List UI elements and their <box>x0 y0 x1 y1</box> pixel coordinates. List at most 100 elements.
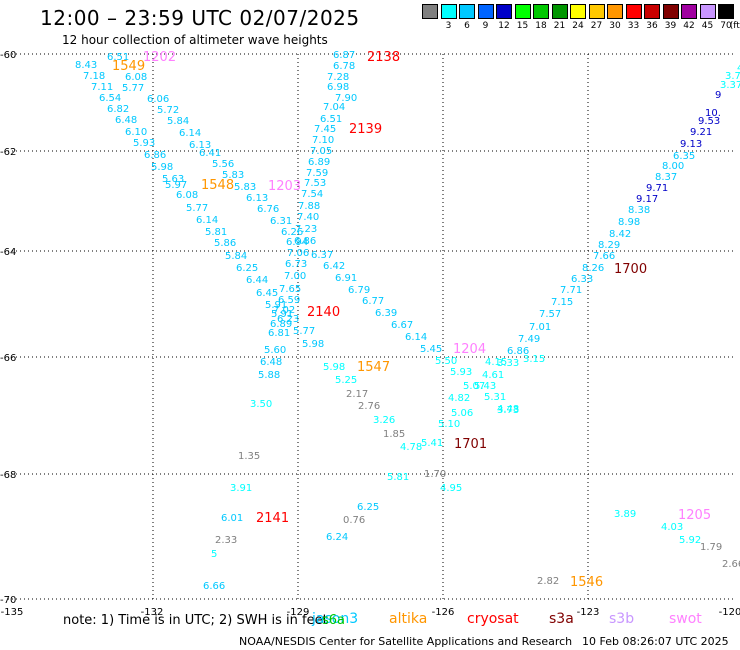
sat-label-jason3: jason3 <box>312 611 359 627</box>
wave-height-value: 10. <box>705 108 721 119</box>
wave-height-value: 7.65 <box>279 284 301 295</box>
wave-height-value: 5.77 <box>293 326 315 337</box>
wave-height-value: 6.13 <box>189 140 211 151</box>
legend-swatch <box>459 4 475 19</box>
lat-label: -60 <box>0 50 16 61</box>
wave-height-value: 6.89 <box>308 157 330 168</box>
wave-height-value: 8.42 <box>609 229 631 240</box>
wave-height-value: 6.26 <box>281 227 303 238</box>
wave-height-value: 8.26 <box>582 263 604 274</box>
wave-height-value: 7.57 <box>539 309 561 320</box>
wave-height-value: 3.73 <box>497 405 519 416</box>
wave-height-value: 6.08 <box>176 190 198 201</box>
sat-label-swot: swot <box>669 611 702 627</box>
generated-timestamp: 10 Feb 08:26:07 UTC 2025 <box>582 635 729 648</box>
wave-height-value: 6.44 <box>246 275 268 286</box>
legend-swatch <box>533 4 549 19</box>
wave-height-value: 6.94 <box>286 237 308 248</box>
legend-swatch <box>496 4 512 19</box>
wave-height-value: 7.04 <box>323 102 345 113</box>
legend-unit-label: (ft) <box>729 21 740 31</box>
wave-height-value: 8.98 <box>618 217 640 228</box>
pass-time-label: 2139 <box>349 122 382 137</box>
wave-height-value: 5.93 <box>450 367 472 378</box>
footer-note: note: 1) Time is in UTC; 2) SWH is in fe… <box>63 613 328 628</box>
wave-height-value: 7.59 <box>306 168 328 179</box>
wave-height-value: 6.79 <box>348 285 370 296</box>
page-title: 12:00 – 23:59 UTC 02/07/2025 <box>40 6 360 30</box>
legend-swatch <box>607 4 623 19</box>
wave-height-value: 4.61 <box>482 370 504 381</box>
wave-height-value: 2.66 <box>722 559 740 570</box>
wave-height-value: 5.41 <box>421 438 443 449</box>
lat-label: -66 <box>0 353 16 364</box>
wave-height-value: 5.45 <box>420 344 442 355</box>
lon-label: -135 <box>1 607 24 618</box>
wave-height-value: 5.84 <box>167 116 189 127</box>
wave-height-value: 7.06 <box>287 248 309 259</box>
lon-label: -120 <box>719 607 740 618</box>
pass-time-label: 2138 <box>367 50 400 65</box>
sat-label-cryosat: cryosat <box>467 611 519 627</box>
wave-height-value: 6.14 <box>405 332 427 343</box>
wave-height-value: 5.91 <box>265 300 287 311</box>
wave-height-value: 5.81 <box>205 227 227 238</box>
wave-height-value: 8.29 <box>598 240 620 251</box>
legend-swatch <box>588 4 605 19</box>
wave-height-value: 6.86 <box>294 236 316 247</box>
wave-height-value: 6.13 <box>246 193 268 204</box>
wave-height-value: 5.84 <box>225 251 247 262</box>
legend-swatch <box>699 4 716 19</box>
wave-height-value: 5.25 <box>335 375 357 386</box>
legend-tick-label: 42 <box>683 21 695 31</box>
legend-swatch <box>570 4 586 19</box>
wave-height-value: 9.17 <box>636 194 658 205</box>
wave-height-value: 6.24 <box>326 532 348 543</box>
wave-height-value: 2.76 <box>358 401 380 412</box>
wave-height-value: 3.37 <box>720 80 740 91</box>
wave-height-value: 8.38 <box>628 205 650 216</box>
legend-tick-label: 45 <box>701 21 714 31</box>
wave-height-value: 6.23 <box>277 314 299 325</box>
pass-time-label: 1204 <box>453 342 486 357</box>
wave-height-value: 6.81 <box>268 328 290 339</box>
wave-height-value: 4.78 <box>400 442 422 453</box>
page-subtitle: 12 hour collection of altimeter wave hei… <box>62 33 328 47</box>
wave-height-value: 6.35 <box>673 151 695 162</box>
wave-height-value: 4.82 <box>448 393 470 404</box>
wave-height-value: 6.10 <box>125 127 147 138</box>
wave-height-value: 9.21 <box>690 127 712 138</box>
wave-height-value: 6.76 <box>257 204 279 215</box>
wave-height-value: 6.51 <box>107 52 129 63</box>
wave-height-value: 5.86 <box>214 238 236 249</box>
legend-swatch <box>422 4 438 19</box>
legend-tick-label: 15 <box>516 21 529 31</box>
wave-height-value: 8.43 <box>75 60 97 71</box>
wave-height-value: 5.43 <box>474 381 496 392</box>
sat-label-s3b: s3b <box>609 611 635 627</box>
pass-time-label: 1700 <box>614 262 647 277</box>
wave-height-value: 5.83 <box>222 170 244 181</box>
wave-height-value: 5.98 <box>151 162 173 173</box>
wave-height-value: 5.91 <box>271 309 293 320</box>
wave-height-value: 6.59 <box>278 295 300 306</box>
wave-height-value: 5.98 <box>302 339 324 350</box>
map-axis-labels: -135 -132 -129 -126 -123 -120 -60 -62 -64 -66 -68 -… <box>0 50 740 618</box>
wave-height-value: 6.25 <box>236 263 258 274</box>
wave-height-value: 6.48 <box>115 115 137 126</box>
wave-height-value: 5.56 <box>212 159 234 170</box>
wave-height-value: 6.86 <box>507 346 529 357</box>
wave-height-value: 4.95 <box>440 483 462 494</box>
wave-height-value: 5.50 <box>435 356 457 367</box>
legend-swatch <box>681 4 697 19</box>
legend-swatch <box>440 4 457 19</box>
wave-height-value: 9 <box>715 90 721 101</box>
wave-height-value: 4.15 <box>485 357 507 368</box>
wave-height-value: 2.33 <box>215 535 237 546</box>
wave-height-value: 3.33 <box>497 358 519 369</box>
wave-height-value: 2.17 <box>346 389 368 400</box>
satellite-legend: jason3 s6a altika cryosat s3a s3b swot <box>0 611 740 629</box>
wave-height-value: 5.77 <box>186 203 208 214</box>
